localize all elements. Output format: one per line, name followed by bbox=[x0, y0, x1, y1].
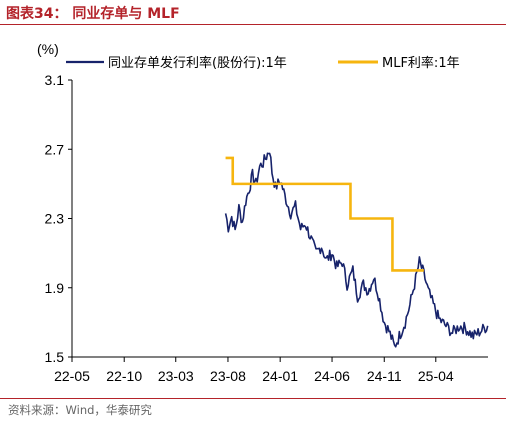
x-tick-label: 22-05 bbox=[54, 368, 90, 384]
x-tick-label: 23-08 bbox=[210, 368, 246, 384]
x-tick-label: 23-03 bbox=[158, 368, 194, 384]
title-rule bbox=[0, 24, 506, 25]
line-chart: (%) 3.1 2.7 2.3 1.9 1.5 22-05 22-10 23-03 23-08 24… bbox=[37, 41, 489, 384]
x-tick-label: 24-11 bbox=[367, 368, 402, 384]
figure-title: 图表34： 同业存单与 MLF bbox=[6, 6, 180, 22]
y-tick-label: 2.3 bbox=[45, 211, 65, 227]
y-tick-label: 3.1 bbox=[45, 72, 65, 88]
legend-label: 同业存单发行利率(股份行):1年 bbox=[108, 55, 287, 71]
y-tick-label: 1.9 bbox=[45, 280, 65, 296]
source-rule bbox=[0, 398, 506, 399]
series-ncd-line bbox=[224, 152, 489, 348]
x-tick-label: 24-06 bbox=[314, 368, 350, 384]
y-tick-label: 2.7 bbox=[45, 141, 65, 157]
x-tick-label: 22-10 bbox=[106, 368, 142, 384]
x-tick-label: 24-01 bbox=[262, 368, 298, 384]
y-axis-unit: (%) bbox=[37, 41, 59, 57]
series-mlf-line bbox=[225, 156, 424, 272]
source-note: 资料来源：Wind，华泰研究 bbox=[8, 403, 152, 417]
x-tick-label: 25-04 bbox=[418, 368, 454, 384]
y-tick-label: 1.5 bbox=[45, 349, 65, 365]
legend-label: MLF利率:1年 bbox=[382, 55, 460, 71]
